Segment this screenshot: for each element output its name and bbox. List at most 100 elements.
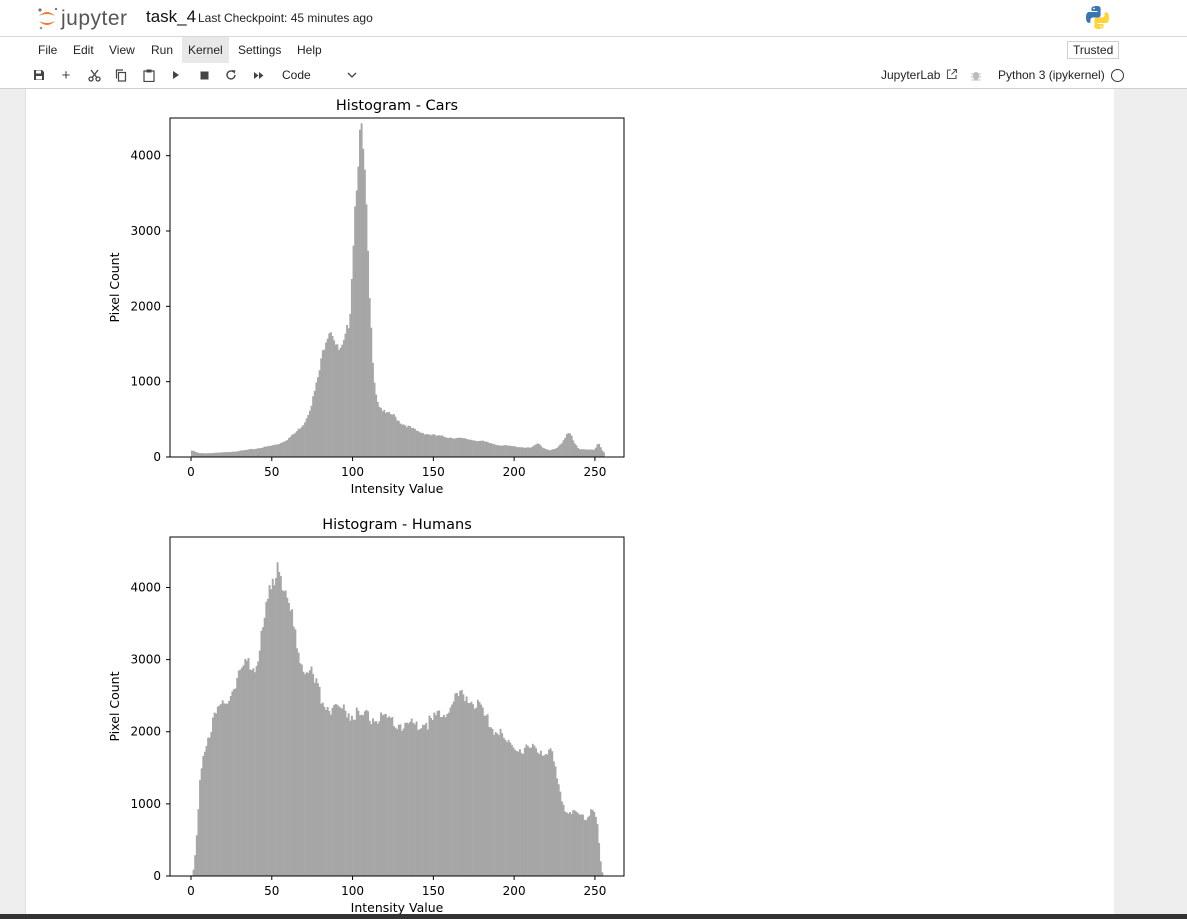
histogram-bar bbox=[585, 820, 588, 876]
histogram-bar bbox=[292, 626, 295, 876]
histogram-bar bbox=[518, 749, 521, 876]
x-tick-label: 100 bbox=[341, 465, 364, 479]
histogram-bar bbox=[342, 340, 345, 457]
histogram-bar bbox=[583, 449, 586, 457]
histogram-bar bbox=[444, 717, 447, 876]
jupyter-logo[interactable]: jupyter bbox=[36, 5, 136, 31]
histogram-bar bbox=[413, 724, 416, 876]
kernel-name[interactable]: Python 3 (ipykernel) bbox=[998, 68, 1105, 82]
histogram-bar bbox=[455, 437, 458, 457]
histogram-bar bbox=[383, 409, 386, 457]
x-tick-label: 100 bbox=[341, 884, 364, 898]
histogram-bar bbox=[384, 713, 387, 876]
histogram-bar bbox=[207, 737, 210, 876]
x-tick-label: 150 bbox=[422, 465, 445, 479]
histogram-bar bbox=[231, 451, 234, 457]
menu-help[interactable]: Help bbox=[297, 43, 322, 57]
histogram-bar bbox=[423, 434, 426, 457]
histogram-bar bbox=[401, 424, 403, 457]
histogram-bar bbox=[430, 435, 433, 457]
histogram-bar bbox=[485, 715, 487, 876]
fast-forward-icon[interactable] bbox=[251, 67, 267, 83]
histogram-bar bbox=[564, 437, 567, 457]
histogram-bar bbox=[509, 742, 512, 876]
histogram-bar bbox=[388, 716, 391, 876]
run-icon[interactable] bbox=[168, 67, 184, 83]
menu-kernel[interactable]: Kernel bbox=[182, 37, 229, 63]
cut-icon[interactable] bbox=[86, 67, 102, 83]
copy-icon[interactable] bbox=[113, 67, 129, 83]
histogram-bar bbox=[580, 449, 583, 457]
histogram-bar bbox=[258, 650, 261, 876]
histogram-bar bbox=[499, 445, 502, 457]
histogram-bar bbox=[598, 843, 601, 876]
histogram-bar bbox=[336, 344, 339, 457]
histogram-bar bbox=[417, 431, 420, 457]
debugger-bug-icon[interactable] bbox=[970, 69, 982, 81]
menu-edit[interactable]: Edit bbox=[73, 43, 94, 57]
menu-file[interactable]: File bbox=[38, 43, 58, 57]
histogram-bar bbox=[480, 704, 483, 876]
histogram-bar bbox=[213, 452, 216, 457]
histogram-bar bbox=[192, 869, 195, 876]
histogram-bar bbox=[598, 443, 601, 457]
histogram-bar bbox=[250, 448, 253, 457]
histogram-bar bbox=[245, 449, 248, 457]
histogram-bar bbox=[433, 712, 436, 876]
histogram-bar bbox=[530, 447, 533, 457]
chevron-down-icon bbox=[347, 72, 357, 78]
cell-type-select[interactable]: Code bbox=[282, 67, 357, 83]
histogram-bar bbox=[380, 407, 382, 457]
histogram-bar bbox=[443, 436, 445, 457]
histogram-bar bbox=[375, 721, 378, 876]
histogram-bar bbox=[363, 169, 366, 457]
menu-run[interactable]: Run bbox=[151, 43, 174, 57]
histogram-bar bbox=[460, 437, 463, 457]
trusted-badge[interactable]: Trusted bbox=[1067, 41, 1120, 59]
histogram-bar bbox=[510, 744, 513, 876]
notebook-title[interactable]: task_4 bbox=[146, 7, 197, 26]
menu-view[interactable]: View bbox=[109, 43, 135, 57]
histogram-bar bbox=[205, 453, 208, 457]
histogram-bar bbox=[523, 447, 526, 457]
histogram-bar bbox=[594, 447, 597, 457]
histogram-bar bbox=[265, 601, 268, 876]
save-icon[interactable] bbox=[31, 67, 47, 83]
paste-icon[interactable] bbox=[141, 67, 157, 83]
histogram-bar bbox=[317, 377, 319, 457]
add-cell-icon[interactable]: + bbox=[61, 66, 71, 84]
histogram-bar bbox=[334, 704, 337, 876]
histogram-bar bbox=[593, 449, 596, 457]
histogram-bar bbox=[564, 811, 567, 876]
histogram-bar bbox=[451, 704, 454, 876]
stop-icon[interactable] bbox=[196, 67, 212, 83]
histogram-bar bbox=[399, 724, 402, 876]
histogram-bar bbox=[347, 328, 350, 457]
histogram-bar bbox=[578, 449, 581, 457]
histogram-bar bbox=[488, 442, 491, 457]
restart-icon[interactable] bbox=[223, 67, 239, 83]
histogram-bar bbox=[559, 444, 562, 457]
bars bbox=[191, 123, 605, 458]
histogram-bar bbox=[541, 447, 544, 457]
histogram-bar bbox=[333, 705, 336, 876]
menu-settings[interactable]: Settings bbox=[238, 43, 282, 57]
histogram-bar bbox=[323, 349, 326, 457]
histogram-bar bbox=[536, 752, 539, 876]
histogram-bar bbox=[210, 453, 213, 457]
jupyterlab-link[interactable]: JupyterLab bbox=[881, 68, 958, 82]
histogram-bar bbox=[362, 715, 365, 876]
histogram-bar bbox=[502, 737, 505, 876]
histogram-bar bbox=[418, 729, 421, 876]
histogram-bar bbox=[449, 437, 452, 457]
histogram-bar bbox=[352, 719, 355, 876]
histogram-bar bbox=[381, 411, 384, 457]
histogram-bar bbox=[476, 699, 479, 876]
histogram-bar bbox=[493, 734, 496, 876]
python-logo-icon bbox=[1086, 6, 1109, 29]
histogram-bar bbox=[464, 438, 466, 457]
histogram-bar bbox=[507, 445, 510, 457]
histogram-bar bbox=[294, 629, 297, 876]
histogram-bar bbox=[552, 449, 555, 457]
